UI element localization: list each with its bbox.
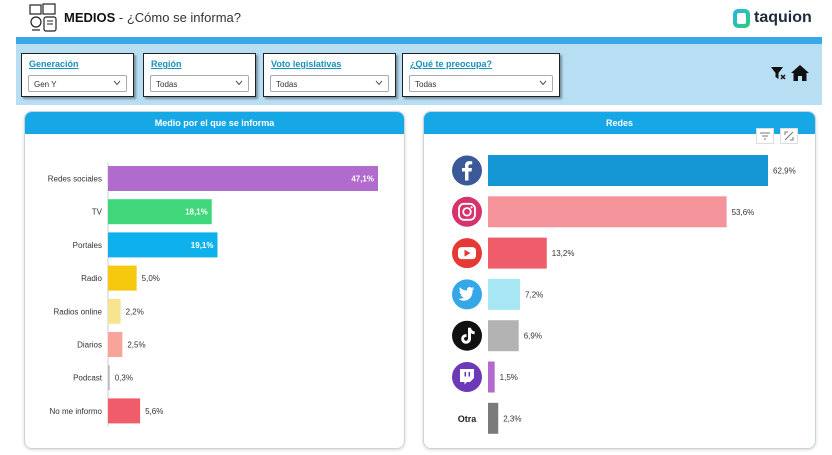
expand-icon (784, 131, 794, 141)
slicer-label: Región (151, 59, 182, 69)
bar-chart-medio: Redes sociales 47,1% TV 18,1% Portales 19,1% R… (48, 163, 378, 427)
bar[interactable] (108, 332, 123, 357)
bar[interactable] (108, 232, 218, 258)
filter-lines-button[interactable] (756, 128, 774, 144)
page-title-strong: MEDIOS (64, 10, 116, 25)
slicer-label: Voto legislativas (271, 59, 342, 69)
youtube-icon (452, 238, 482, 269)
chevron-down-icon (375, 80, 383, 86)
preocupa-dropdown[interactable]: Todas (409, 75, 553, 92)
slicer-label: Generación (29, 59, 79, 69)
category-label: Diarios (77, 341, 102, 350)
bar[interactable] (108, 298, 121, 324)
taquion-logo-mark (733, 8, 750, 28)
data-label: 5,0% (142, 274, 160, 283)
slicer-value: Gen Y (34, 80, 57, 89)
bar[interactable] (108, 265, 137, 291)
taquion-logo: taquion (733, 7, 812, 29)
bar[interactable] (488, 278, 521, 310)
twitch-icon (452, 362, 482, 392)
chevron-down-icon (235, 80, 243, 86)
chart-title: Redes (424, 112, 815, 134)
filter-bar-actions (770, 62, 810, 84)
generacion-dropdown[interactable]: Gen Y (28, 75, 127, 92)
facebook-icon (452, 155, 482, 186)
expand-button[interactable] (780, 128, 798, 144)
media-devices-icon (29, 3, 57, 32)
visual-header-icons (756, 128, 798, 144)
data-label: 62,9% (773, 167, 796, 176)
bar[interactable] (108, 166, 378, 191)
bar[interactable] (488, 320, 519, 352)
data-label: 0,3% (115, 374, 133, 383)
data-label: 5,6% (145, 407, 163, 416)
bar[interactable] (488, 361, 495, 393)
category-label: Podcast (73, 374, 103, 383)
filter-bar-accent (16, 37, 822, 44)
category-label: Radio (81, 274, 102, 283)
data-label: 2,3% (503, 414, 521, 423)
home-icon[interactable] (790, 64, 810, 82)
instagram-icon (452, 196, 482, 227)
slicer-que-te-preocupa[interactable]: ¿Qué te preocupa? Todas (402, 53, 560, 97)
bar-chart-redes: 62,9% 53,6% 13,2% 7,2% 6,9% 1,5% Otra 2,3% (452, 155, 796, 434)
clear-filter-icon[interactable] (770, 65, 786, 81)
category-label: Portales (73, 241, 102, 250)
slicer-voto-legislativas[interactable]: Voto legislativas Todas (263, 53, 396, 97)
data-label: 2,2% (126, 307, 144, 316)
chart-card-redes: Redes 62,9% 53,6% 13,2% 7,2% 6,9% 1,5% Otra 2,3… (423, 111, 816, 449)
bar[interactable] (488, 237, 547, 269)
voto-dropdown[interactable]: Todas (270, 75, 389, 92)
bar[interactable] (108, 398, 141, 424)
slicer-value: Todas (415, 80, 437, 89)
app-header: MEDIOS - ¿Cómo se informa? taquion (0, 0, 832, 37)
page-title-subtitle: - ¿Cómo se informa? (115, 10, 241, 25)
slicer-region[interactable]: Región Todas (143, 53, 256, 97)
slicer-label: ¿Qué te preocupa? (410, 59, 493, 69)
data-label: 53,6% (732, 208, 755, 217)
chart-card-medio: Medio por el que se informa Redes social… (24, 111, 405, 449)
category-label: Otra (458, 414, 478, 424)
data-label: 47,1% (351, 175, 374, 184)
category-label: TV (92, 208, 103, 217)
bar[interactable] (488, 196, 727, 228)
data-label: 19,1% (191, 241, 214, 250)
region-dropdown[interactable]: Todas (150, 75, 249, 92)
chevron-down-icon (539, 80, 547, 86)
data-label: 7,2% (525, 290, 543, 299)
bar[interactable] (488, 155, 768, 186)
data-label: 18,1% (185, 208, 208, 217)
slicer-generacion[interactable]: Generación Gen Y (21, 53, 134, 97)
twitter-icon (452, 279, 482, 310)
category-label: Radios online (54, 307, 103, 316)
bar[interactable] (108, 199, 212, 225)
page-title: MEDIOS - ¿Cómo se informa? (64, 10, 241, 25)
logo-text: taquion (754, 9, 812, 26)
data-label: 6,9% (524, 332, 542, 341)
tiktok-icon (452, 320, 482, 351)
bar[interactable] (108, 365, 110, 391)
chevron-down-icon (113, 80, 121, 86)
slicer-value: Todas (276, 80, 298, 89)
slicer-value: Todas (156, 80, 178, 89)
bar[interactable] (488, 402, 499, 434)
chart-title: Medio por el que se informa (25, 112, 404, 134)
filter-lines-icon (760, 132, 770, 140)
data-label: 13,2% (552, 249, 575, 258)
category-label: No me informo (50, 407, 103, 416)
data-label: 1,5% (500, 373, 518, 382)
filter-bar: Generación Gen Y Región Todas Voto legis… (16, 44, 822, 105)
category-label: Redes sociales (48, 175, 102, 184)
data-label: 2,5% (127, 341, 145, 350)
